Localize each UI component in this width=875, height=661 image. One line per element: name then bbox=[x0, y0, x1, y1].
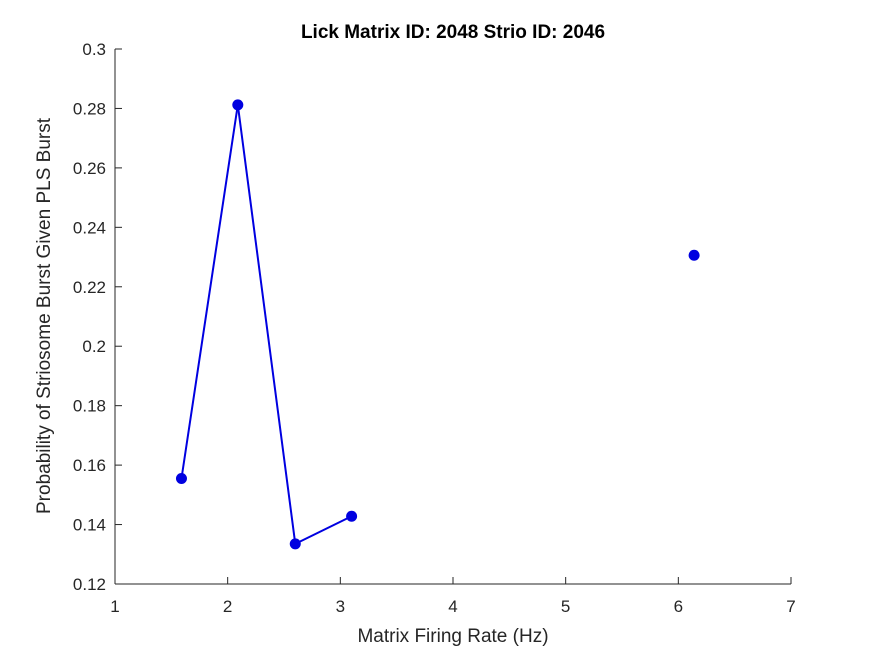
y-tick-label: 0.24 bbox=[73, 218, 106, 237]
series-line-segment bbox=[294, 515, 353, 545]
data-point bbox=[289, 538, 301, 550]
y-tick-label: 0.16 bbox=[73, 456, 106, 475]
x-tick-label: 3 bbox=[336, 597, 345, 616]
y-tick-label: 0.12 bbox=[73, 575, 106, 594]
x-tick-label: 4 bbox=[448, 597, 457, 616]
x-tick-label: 1 bbox=[110, 597, 119, 616]
x-tick-label: 7 bbox=[786, 597, 795, 616]
axes: 1 2 3 4 5 6 7 0.12 0.14 0.16 0.18 0.2 0.22 0.24 0.26 0.… bbox=[73, 40, 796, 616]
chart-title: Lick Matrix ID: 2048 Strio ID: 2046 bbox=[301, 22, 605, 43]
data-point bbox=[232, 99, 244, 111]
series-lines bbox=[180, 103, 353, 545]
data-point bbox=[688, 249, 700, 261]
data-point bbox=[175, 472, 187, 484]
y-tick-label: 0.26 bbox=[73, 159, 106, 178]
x-tick-label: 2 bbox=[223, 597, 232, 616]
series-line-segment bbox=[236, 103, 297, 545]
y-tick-label: 0.22 bbox=[73, 278, 106, 297]
y-tick-label: 0.18 bbox=[73, 397, 106, 416]
data-point bbox=[346, 510, 358, 522]
series-markers bbox=[175, 99, 700, 550]
y-tick-label: 0.28 bbox=[73, 99, 106, 118]
y-tick-label: 0.3 bbox=[82, 40, 106, 59]
y-axis-label: Probability of Striosome Burst Given PLS… bbox=[34, 117, 55, 514]
x-tick-label: 6 bbox=[674, 597, 683, 616]
y-tick-label: 0.14 bbox=[73, 516, 106, 535]
x-tick-label: 5 bbox=[561, 597, 570, 616]
y-tick-label: 0.2 bbox=[82, 337, 106, 356]
series-line-segment bbox=[180, 103, 239, 480]
x-axis-label: Matrix Firing Rate (Hz) bbox=[357, 626, 548, 647]
